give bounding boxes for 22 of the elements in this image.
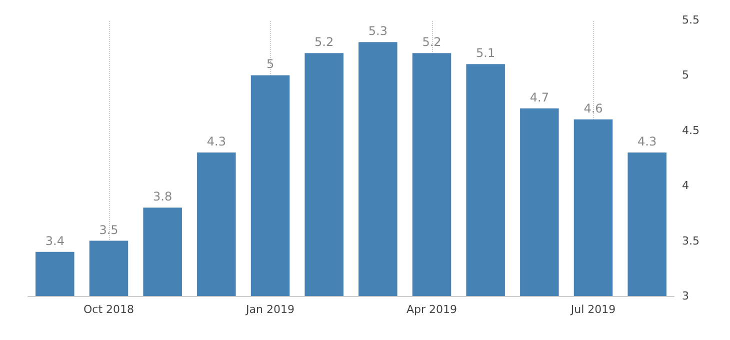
data-label: 5.1 (476, 46, 496, 60)
data-label: 3.8 (153, 190, 172, 204)
data-label: 5.2 (314, 35, 334, 50)
x-tick-label: Oct 2018 (83, 303, 134, 316)
data-label: 4.7 (530, 90, 549, 104)
y-tick-label: 3 (682, 290, 689, 302)
data-label: 5.2 (422, 35, 442, 50)
y-tick-label: 5.5 (682, 14, 700, 26)
data-label: 4.3 (638, 134, 657, 148)
data-label: 3.4 (45, 234, 64, 248)
x-tick-label: Jul 2019 (570, 303, 616, 316)
x-tick-label: Apr 2019 (406, 303, 458, 316)
y-tick-label: 3.5 (682, 234, 700, 248)
data-label: 4.3 (206, 134, 226, 148)
data-label: 5.3 (368, 24, 388, 38)
y-tick-label: 4 (682, 179, 689, 192)
x-tick-label: Jan 2019 (245, 303, 294, 316)
data-label: 5 (266, 57, 274, 72)
y-tick-label: 4.5 (682, 124, 700, 137)
data-label: 3.5 (99, 222, 118, 237)
y-tick-label: 5 (682, 68, 689, 82)
data-label: 4.6 (584, 101, 603, 116)
